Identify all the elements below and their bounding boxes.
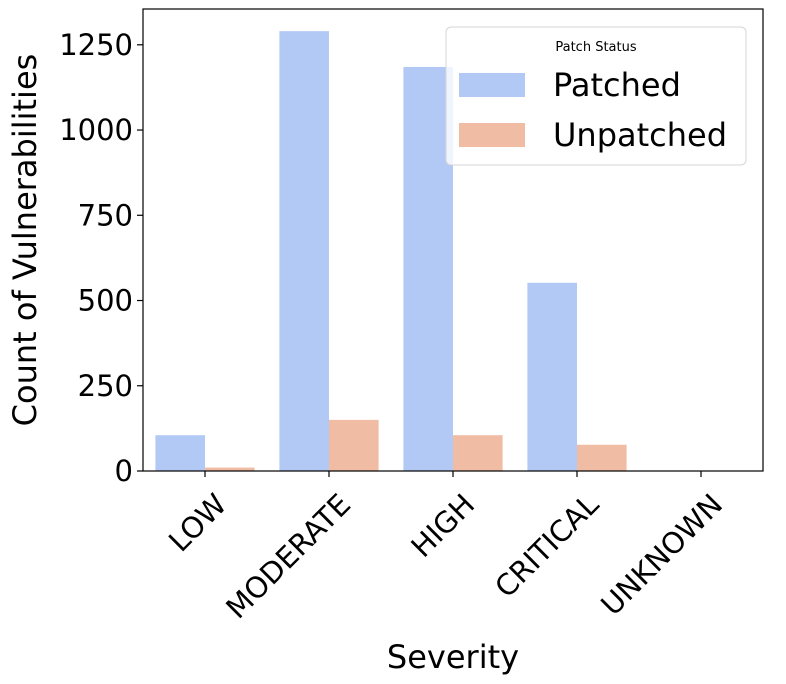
x-tick-label: MODERATE (219, 487, 357, 625)
bar-patched-high (403, 66, 453, 471)
x-tick-label: LOW (162, 487, 233, 558)
x-tick-label: UNKNOWN (594, 487, 729, 622)
bar-unpatched-high (453, 435, 503, 471)
bars-group (155, 31, 627, 472)
y-tick-label: 1250 (59, 28, 133, 62)
legend-swatch-unpatched (459, 123, 525, 147)
legend: Patch Status Patched Unpatched (445, 26, 747, 166)
bar-unpatched-critical (577, 444, 627, 471)
y-tick-label: 1000 (59, 113, 133, 147)
y-tick-label: 250 (78, 369, 133, 403)
y-tick-label: 500 (78, 284, 133, 318)
y-axis-title: Count of Vulnerabilities (6, 54, 44, 427)
bar-patched-critical (527, 282, 577, 471)
bar-patched-low (155, 435, 205, 471)
legend-title: Patch Status (555, 40, 636, 55)
y-tick-label: 750 (78, 198, 133, 232)
x-tick-label: HIGH (404, 487, 481, 564)
y-tick-label: 0 (115, 454, 133, 488)
bar-patched-moderate (279, 31, 329, 472)
legend-label-patched: Patched (553, 66, 681, 104)
y-axis: 0 250 500 750 1000 1250 (59, 28, 143, 488)
legend-label-unpatched: Unpatched (553, 116, 727, 154)
legend-swatch-patched (459, 73, 525, 97)
x-axis-title: Severity (387, 638, 519, 676)
x-tick-label: CRITICAL (488, 487, 605, 604)
bar-unpatched-low (205, 467, 255, 471)
bar-unpatched-moderate (329, 419, 379, 471)
